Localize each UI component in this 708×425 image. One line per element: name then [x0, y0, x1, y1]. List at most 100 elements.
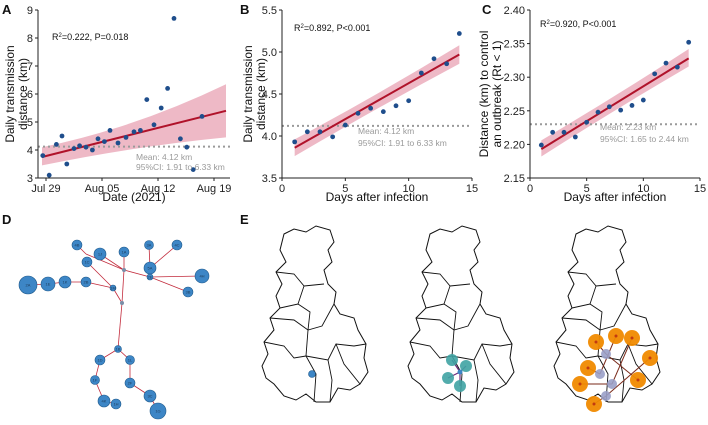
y-tick-label: 6	[27, 89, 33, 101]
y-tick-label: 2.30	[504, 72, 525, 84]
network-edge	[86, 261, 114, 289]
network-node	[81, 256, 93, 268]
data-point	[606, 104, 612, 110]
x-tick-label: Aug 12	[141, 183, 176, 195]
network-node-label: 3B	[186, 290, 191, 295]
data-point	[102, 139, 107, 145]
data-point	[538, 142, 544, 148]
network-edge	[121, 269, 125, 304]
network-edge	[149, 276, 189, 293]
y-tick-label: 9	[27, 5, 33, 17]
district-boundary	[305, 329, 317, 403]
data-point	[54, 142, 59, 147]
x-tick-label: 15	[694, 183, 706, 195]
network-node	[171, 239, 183, 251]
district-map-1	[261, 225, 369, 403]
district-boundary	[327, 359, 333, 403]
network-edge	[117, 302, 123, 350]
y-tick-label: 3.5	[262, 173, 277, 185]
data-point	[304, 129, 310, 135]
network-node-label: 1G	[155, 409, 160, 414]
district-outline	[407, 225, 515, 403]
chart-b-daily-distance-by-day: 3.54.04.55.05.50 5 10 15 R2=0.892, P<0.001 …	[241, 5, 478, 204]
data-point	[686, 39, 692, 45]
y-axis-label: Distance (km) to controlan outbreak (Rt …	[477, 31, 504, 158]
network-node	[149, 402, 167, 420]
x-tick-label: 10	[637, 183, 649, 195]
network-node	[40, 276, 56, 292]
district-boundary	[451, 343, 513, 361]
data-point	[107, 127, 113, 133]
network-node-label: 1E	[46, 282, 51, 287]
data-point	[317, 129, 323, 135]
data-point	[674, 64, 680, 70]
network-node	[90, 375, 100, 385]
case-cluster	[607, 379, 617, 389]
y-axis-label: Daily transmissiondistance (km)	[3, 45, 30, 142]
data-point	[59, 133, 65, 139]
data-point	[330, 134, 336, 140]
data-point	[663, 60, 669, 66]
data-point	[199, 114, 205, 119]
ci-text: 95%CI: 1.65 to 2.44 km	[600, 134, 689, 144]
x-tick-label: 5	[342, 183, 348, 195]
data-point	[144, 97, 150, 102]
case-centroid	[594, 340, 598, 344]
data-point	[115, 140, 121, 146]
network-node	[182, 286, 194, 298]
network-node-label: 1F	[93, 378, 98, 383]
network-node-label: 3A	[147, 243, 152, 248]
district-boundary	[275, 271, 305, 305]
stat-text: R2=0.892, P<0.001	[294, 23, 370, 33]
network-node	[109, 284, 117, 292]
data-point	[292, 139, 298, 145]
network-nodes: 1J 1A 4B 1C 3A 4C 5A 4H 3B 2B 1K 1E 2A 1B 1D 1L 1F 2F 4K 1H…	[18, 239, 210, 420]
case-marker	[308, 370, 316, 378]
network-node-label: 1A	[122, 250, 127, 255]
panel-letter-e: E	[240, 212, 249, 227]
network-node	[71, 239, 83, 251]
data-point	[131, 129, 137, 135]
chart-c-control-distance-by-day: 2.15 2.20 2.25 2.30 2.35 2.40 0 5 10 15 R2=0.920,…	[477, 5, 706, 204]
district-map-2	[407, 225, 515, 403]
case-cluster	[454, 380, 466, 392]
data-point	[64, 161, 70, 167]
x-tick-label: Aug 19	[197, 183, 232, 195]
data-point	[171, 16, 177, 21]
case-cluster	[442, 372, 454, 384]
network-edge	[85, 253, 125, 271]
case-centroid	[586, 366, 590, 370]
network-node-label: 4C	[174, 243, 179, 248]
network-edge	[149, 275, 203, 278]
network-node	[18, 275, 38, 295]
district-boundary	[305, 343, 367, 361]
case-cluster	[446, 354, 458, 366]
y-tick-label: 4.5	[262, 89, 277, 101]
panel-letter-c: C	[482, 2, 492, 17]
network-node	[110, 398, 122, 410]
ci-band	[42, 84, 226, 166]
data-point	[342, 122, 348, 128]
data-point	[561, 129, 567, 135]
axes: 3.5 4.0 4.5 5.0 5.5 0 5 10 15	[262, 5, 478, 195]
data-point	[184, 144, 190, 150]
data-point	[46, 172, 52, 178]
x-tick-label: 10	[403, 183, 415, 195]
axes: 3 4 5 6 7 8 9 Jul 29 Aug 05 Aug 12 Aug 19	[27, 5, 232, 195]
x-axis-label: Days after infection	[564, 190, 667, 204]
network-hub	[122, 268, 126, 272]
x-tick-label: Jul 29	[31, 183, 60, 195]
district-outline	[553, 225, 661, 403]
x-tick-label: 0	[527, 183, 533, 195]
case-centroid	[578, 382, 582, 386]
y-tick-label: 2.20	[504, 139, 525, 151]
panel-letter-a: A	[2, 2, 12, 17]
network-node-label: 2E	[148, 275, 153, 280]
network-edge	[123, 269, 151, 278]
data-point	[178, 136, 183, 142]
district-boundary	[335, 343, 361, 385]
data-point	[190, 167, 196, 173]
data-point	[652, 71, 658, 77]
data-point	[40, 153, 46, 159]
